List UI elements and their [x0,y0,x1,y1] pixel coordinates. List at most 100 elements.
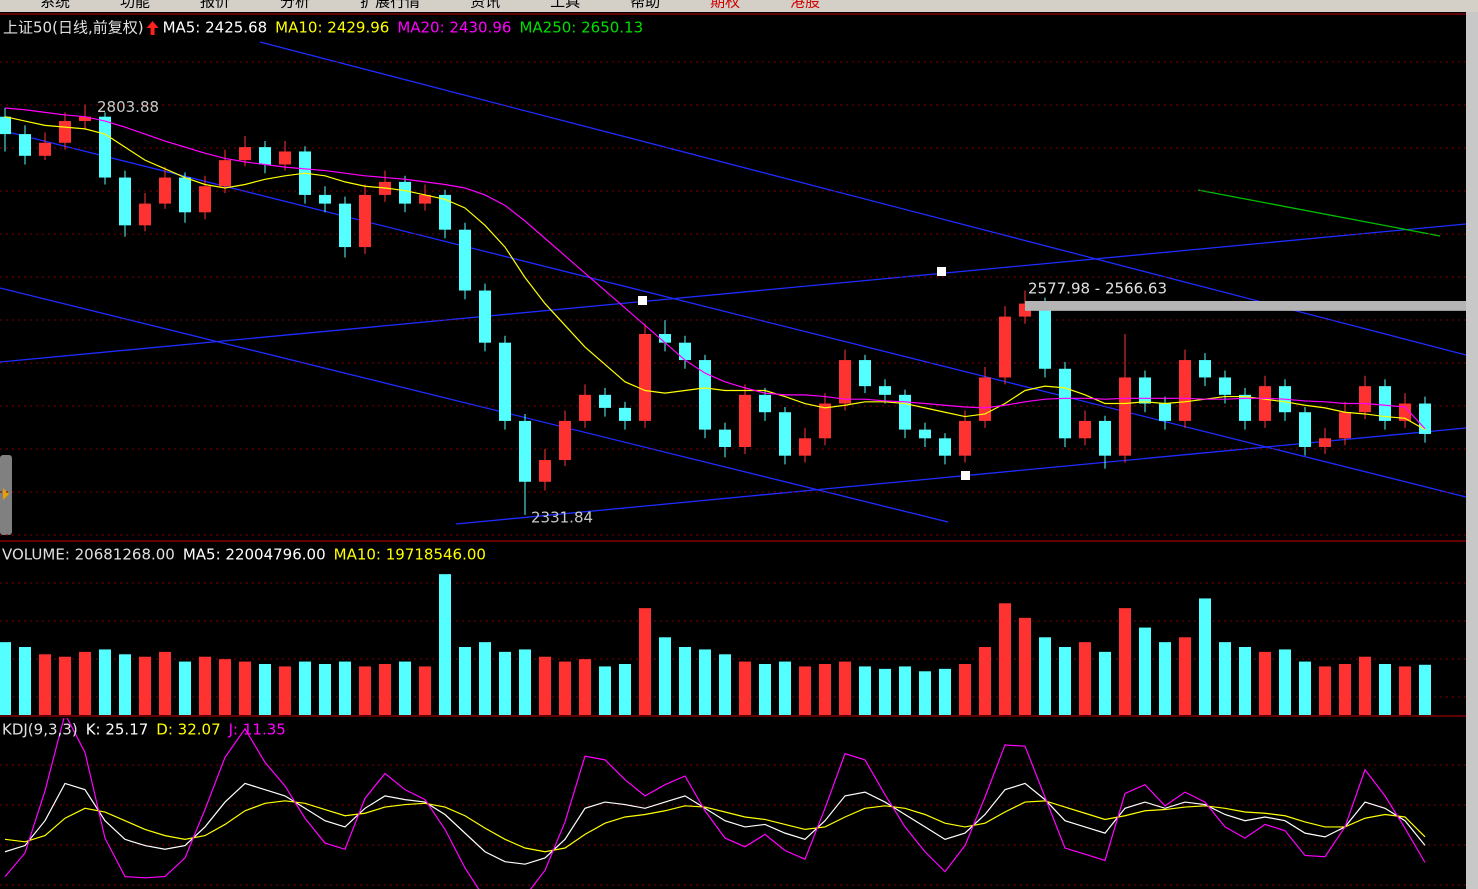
candle-body [499,342,511,421]
volume-bar [1419,664,1431,715]
menu-item[interactable]: 帮助 [630,0,660,11]
candle-body [699,360,711,430]
candle-body [459,229,471,291]
menu-item[interactable]: 功能 [120,0,150,11]
candle-body [419,194,431,204]
volume-bar [559,661,571,715]
legend-entry: MA10: 19718546.00 [334,546,486,564]
candle-body [1319,438,1331,447]
menu-item[interactable]: 扩展行情 [360,0,420,11]
volume-bar [1259,651,1271,715]
menu-bar [0,0,1478,12]
volume-bar [279,666,291,715]
candle-body [939,438,951,456]
trend-lines [0,41,1466,525]
menu-item[interactable]: 报价 [200,0,230,11]
candle-body [1399,403,1411,421]
candle-body [879,386,891,395]
candle-body [1179,360,1191,421]
candle-body [0,116,11,135]
volume-bar [1319,666,1331,715]
volume-bar [339,661,351,715]
volume-bar [619,664,631,715]
volume-bar [1399,666,1411,715]
candle-body [79,116,91,122]
candle-body [639,333,651,421]
volume-bar [799,666,811,715]
volume-bar [439,574,451,715]
kdj-line [4,718,1426,889]
chart-title: 上证50(日线,前复权) [3,19,144,37]
candle-body [239,147,251,161]
volume-bar [199,656,211,715]
candle-body [1199,360,1211,378]
menu-item[interactable]: 资讯 [470,0,500,11]
volume-bar [719,654,731,715]
candle-body [539,460,551,482]
tab-arrow [3,488,9,500]
volume-bar [459,647,471,715]
volume-bar [1079,642,1091,715]
candle-body [519,420,531,482]
candle-body [999,316,1011,378]
candle-body [1139,377,1151,404]
candle-body [1059,368,1071,439]
menu-item[interactable]: 系统 [40,0,70,11]
volume-bar [139,656,151,715]
menu-item[interactable]: 期权 [710,0,740,11]
volume-bar [1299,661,1311,715]
candle-body [359,194,371,248]
candle-body [199,186,211,213]
candle-body [399,181,411,204]
legend-entry: J: 11.35 [228,721,286,739]
volume-bar [1019,617,1031,715]
volume-bar [939,668,951,715]
legend-entry: MA5: 2425.68 [163,19,268,37]
volume-bar [999,603,1011,715]
candle-body [659,333,671,343]
anchor-point [961,471,970,480]
volume-bar [879,668,891,715]
candle-body [1259,386,1271,421]
menu-item[interactable]: 分析 [280,0,310,11]
volume-bar [599,666,611,715]
candle-body [19,134,31,156]
volume-bar [379,664,391,715]
volume-bar [899,666,911,715]
volume-bar [819,664,831,715]
menu-item[interactable]: 港股 [790,0,820,11]
volume-bar [579,659,591,715]
volume-bar [259,664,271,715]
volume-bar [399,661,411,715]
scrollbar[interactable] [1466,12,1478,889]
anchor-point [638,296,647,305]
candle-body [799,438,811,456]
volume-bar [1199,598,1211,715]
volume-bar [859,666,871,715]
volume-bar [1219,642,1231,715]
candle-body [259,147,271,165]
legend-entry: MA10: 2429.96 [275,19,389,37]
candle-body [719,429,731,447]
candle-body [1359,386,1371,413]
candle-body [39,142,51,156]
volume-bar [519,649,531,715]
candle-body [1379,386,1391,421]
candle-body [139,203,151,226]
volume-bar [1119,608,1131,715]
candles [0,104,1431,515]
volume-bar [959,664,971,715]
volume-bar [1099,651,1111,715]
volume-bar [1359,656,1371,715]
volume-bar [1139,627,1151,715]
volume-bar [499,651,511,715]
volume-bar [219,659,231,715]
candle-body [1039,303,1051,369]
candle-body [1299,412,1311,447]
candle-body [579,394,591,421]
low-label: 2331.84 [531,508,593,526]
menu-item[interactable]: 工具 [550,0,580,11]
volume-bar [739,661,751,715]
volume-bar [539,656,551,715]
candle-body [859,360,871,387]
